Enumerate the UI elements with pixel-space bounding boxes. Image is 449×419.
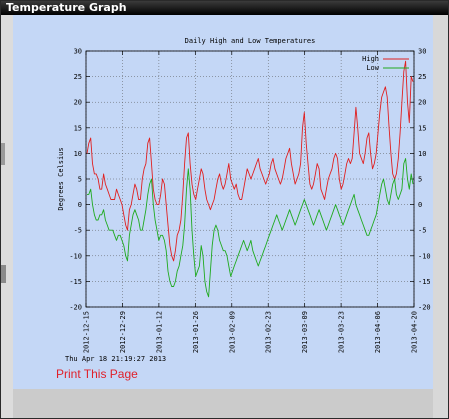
x-tick-label: 2012-12-15 — [83, 311, 91, 353]
legend-low-label: Low — [366, 64, 379, 72]
generated-timestamp: Thu Apr 18 21:19:27 2013 — [65, 355, 166, 363]
x-tick-label: 2012-12-29 — [119, 311, 127, 353]
y-tick-label-left: 5 — [78, 176, 82, 184]
series-lines — [86, 60, 414, 298]
y-tick-label-right: 15 — [418, 124, 426, 132]
x-tick-label: 2013-04-06 — [374, 311, 382, 353]
series-line-low — [87, 158, 414, 298]
y-tick-label-right: 0 — [418, 201, 422, 209]
x-tick-label: 2013-02-23 — [265, 311, 273, 353]
graph-panel: Daily High and Low Temperatures Degrees … — [13, 15, 433, 389]
y-tick-label-left: 20 — [74, 99, 82, 107]
y-tick-label-left: -20 — [69, 304, 82, 312]
chart-legend: High Low — [362, 55, 409, 72]
y-tick-label-left: -10 — [69, 252, 82, 260]
x-tick-label: 2013-04-20 — [411, 311, 419, 353]
y-tick-label-right: -20 — [418, 304, 431, 312]
background-right-panel — [433, 15, 448, 418]
background-left-panel — [1, 15, 13, 418]
y-axis-label: Degrees Celsius — [57, 147, 65, 210]
y-tick-label-right: 25 — [418, 73, 426, 81]
y-tick-label-left: -15 — [69, 278, 82, 286]
y-tick-label-right: 5 — [418, 176, 422, 184]
temperature-chart: Daily High and Low Temperatures Degrees … — [57, 37, 431, 363]
y-tick-label-right: 30 — [418, 48, 426, 56]
chart-title: Daily High and Low Temperatures — [185, 37, 316, 45]
y-tick-label-right: -15 — [418, 278, 431, 286]
series-line-high — [86, 60, 414, 262]
y-tick-label-left: 10 — [74, 150, 82, 158]
x-tick-label: 2013-03-23 — [338, 311, 346, 353]
x-tick-label: 2013-03-09 — [301, 311, 309, 353]
y-tick-label-right: 20 — [418, 99, 426, 107]
y-tick-label-right: 10 — [418, 150, 426, 158]
print-page-link[interactable]: Print This Page — [56, 367, 138, 381]
background-bottom-panel — [13, 389, 433, 418]
window-title: Temperature Graph — [1, 1, 448, 15]
y-tick-label-left: 30 — [74, 48, 82, 56]
y-tick-label-left: 25 — [74, 73, 82, 81]
axis-ticks: 30 30 25 25 20 20 15 15 10 10 5 5 0 0 -5 -5 -10 -10 -15 -15… — [69, 48, 430, 354]
legend-high-label: High — [362, 55, 379, 63]
y-tick-label-left: 15 — [74, 124, 82, 132]
y-tick-label-right: -5 — [418, 227, 426, 235]
plot-frame — [85, 50, 415, 308]
x-tick-label: 2013-01-12 — [155, 311, 163, 353]
y-tick-label-right: -10 — [418, 252, 431, 260]
x-tick-label: 2013-02-09 — [228, 311, 236, 353]
y-tick-label-left: -5 — [74, 227, 82, 235]
y-tick-label-left: 0 — [78, 201, 82, 209]
chart-grid — [85, 50, 415, 308]
x-tick-label: 2013-01-26 — [192, 311, 200, 353]
